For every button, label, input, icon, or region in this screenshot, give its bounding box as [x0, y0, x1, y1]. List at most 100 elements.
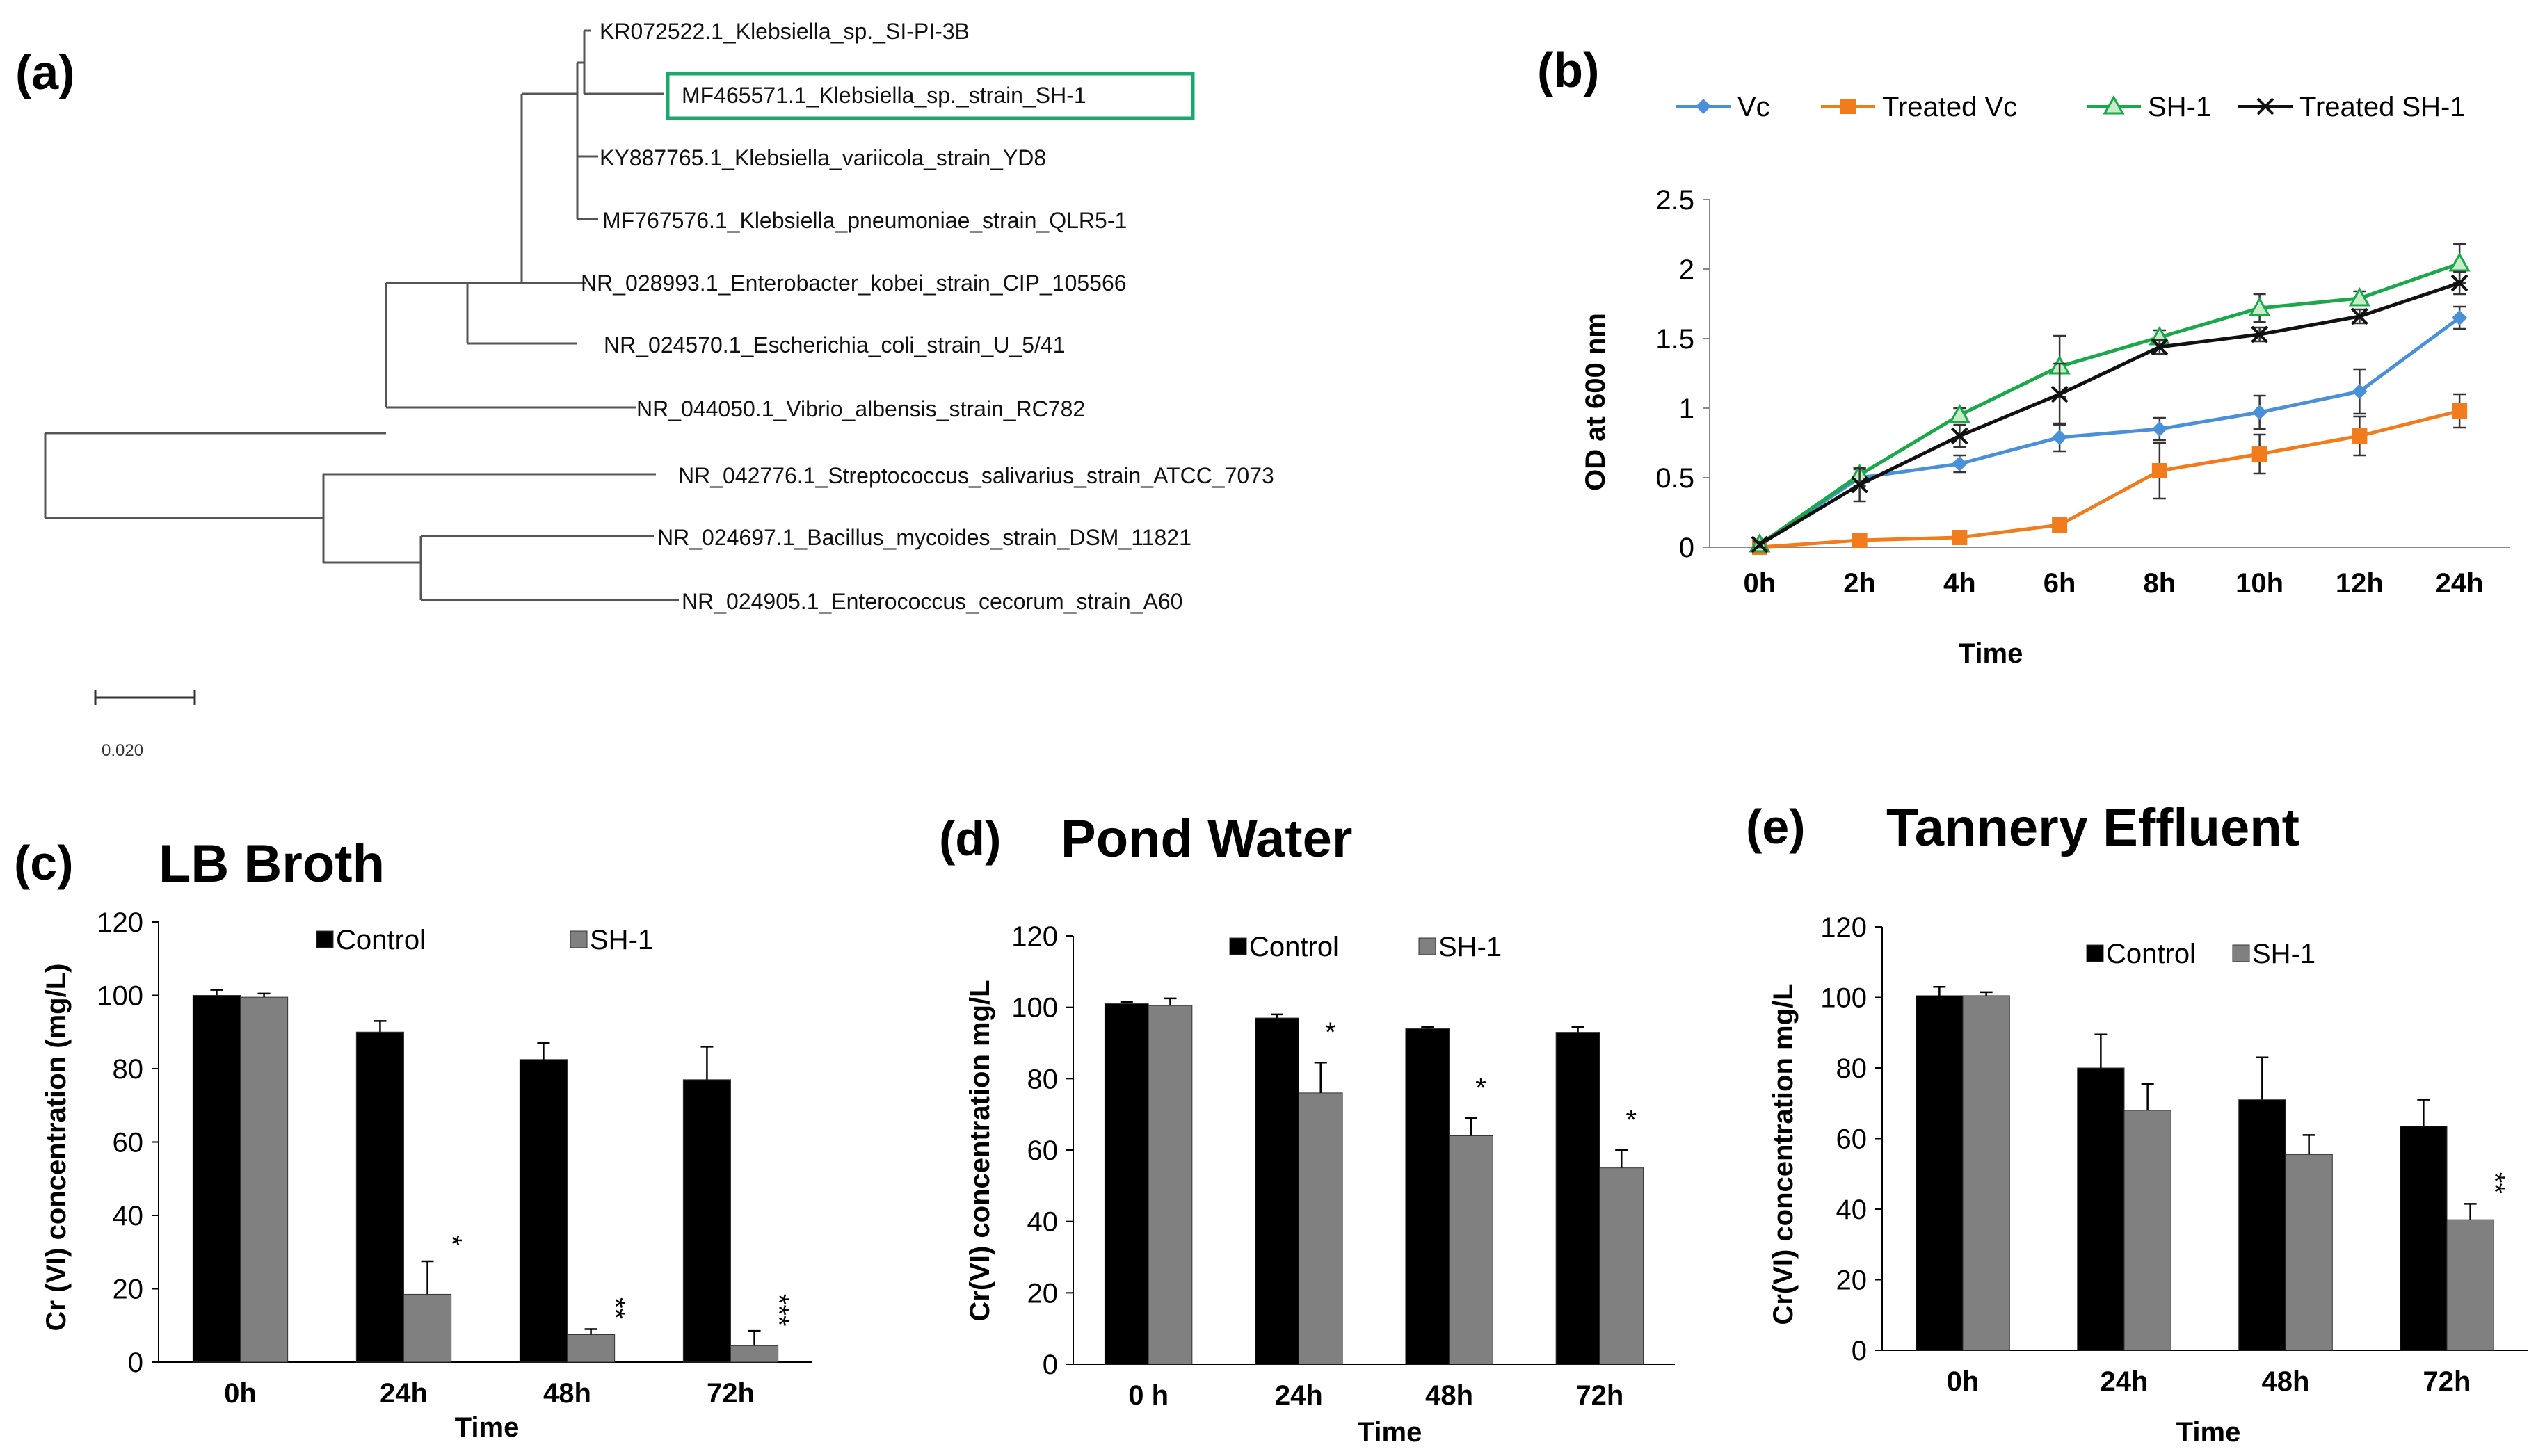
error-bar — [2094, 1033, 2108, 1068]
y-tick-label: 80 — [1027, 1064, 1059, 1094]
taxon-label: NR_024570.1_Escherichia_coli_strain_U_5/… — [604, 332, 1066, 357]
bar-sh-1 — [730, 1345, 779, 1363]
panel-label-b: (b) — [1537, 43, 1599, 97]
legend-label: Treated Vc — [1882, 92, 2017, 122]
x-tick-label: 24h — [1275, 1380, 1323, 1411]
chart-title: Tannery Effluent — [1886, 798, 2299, 857]
data-point — [2251, 405, 2267, 420]
bar-control — [519, 1059, 568, 1363]
legend-swatch — [2086, 944, 2104, 962]
y-tick-label: 100 — [1011, 993, 1058, 1024]
x-tick-label: 24h — [2101, 1366, 2149, 1397]
bar-control — [1255, 1017, 1299, 1365]
data-point — [2052, 430, 2068, 445]
significance-marker: *** — [764, 1294, 794, 1327]
y-tick-label: 60 — [1836, 1124, 1868, 1155]
series-treated-vc — [1751, 393, 2468, 555]
error-bar — [1421, 1026, 1434, 1029]
tree-branch — [577, 29, 664, 95]
y-tick-label: 80 — [113, 1054, 144, 1085]
x-tick-label: 2h — [1843, 568, 1876, 599]
bar-sh-1 — [2123, 1110, 2171, 1351]
y-axis-title: OD at 600 nm — [1580, 313, 1611, 491]
y-tick-label: 80 — [1836, 1053, 1868, 1084]
bar-sh-1 — [2285, 1154, 2333, 1351]
series-line — [1758, 281, 2460, 547]
legend-swatch — [570, 930, 588, 948]
x-axis-title: Time — [2176, 1417, 2241, 1448]
panel-e-tannery-effluent: (e) Tannery Effluent 0 20 40 60 80 100 120 0h 24… — [1746, 798, 2528, 1448]
taxon-label: KY887765.1_Klebsiella_variicola_strain_Y… — [600, 145, 1046, 170]
panel-label-c: (c) — [14, 836, 74, 890]
bar-control — [2400, 1126, 2448, 1351]
error-bar — [2141, 1083, 2154, 1110]
bar-control — [192, 995, 241, 1363]
y-tick-label: 60 — [1027, 1135, 1059, 1166]
data-point — [2251, 446, 2267, 462]
legend: Vc Treated Vc SH-1 Treated SH-1 — [1676, 92, 2466, 122]
scale-bar — [94, 690, 196, 705]
y-tick-label: 0 — [1043, 1350, 1058, 1380]
bar-sh-1 — [1298, 1092, 1343, 1365]
y-tick-label: 20 — [113, 1275, 144, 1305]
y-tick-label: 0 — [128, 1348, 143, 1378]
bar-control — [2077, 1067, 2125, 1351]
legend-label: SH-1 — [2148, 92, 2211, 122]
y-tick-label: 2 — [1679, 254, 1694, 285]
error-bar — [210, 989, 223, 996]
legend-label: SH-1 — [590, 925, 653, 955]
x-tick-label: 72h — [2423, 1366, 2471, 1397]
tree-branch — [467, 94, 586, 284]
legend-label: Treated SH-1 — [2299, 92, 2466, 122]
x-tick-label: 24h — [2436, 568, 2484, 599]
legend-marker — [2103, 95, 2125, 115]
tree-branch — [522, 63, 598, 220]
x-tick-label: 0h — [224, 1378, 257, 1409]
y-axis-title: Cr(VI) concentration mg/L — [965, 980, 995, 1321]
error-bar — [2302, 1134, 2315, 1155]
significance-marker: ** — [2480, 1172, 2510, 1194]
x-tick-label: 6h — [2044, 568, 2076, 599]
x-tick-label: 48h — [2262, 1366, 2310, 1397]
bar-chart: 0 20 40 60 80 100 120 0h 24h 48h 72h ** Control SH-1 — [1820, 912, 2528, 1397]
error-bar — [2417, 1099, 2430, 1126]
y-tick-label: 120 — [1820, 912, 1867, 943]
series-sh-1 — [1749, 243, 2471, 553]
x-tick-label: 4h — [1943, 568, 1976, 599]
significance-marker: * — [1475, 1073, 1486, 1103]
legend-label: Vc — [1737, 92, 1770, 122]
data-point — [1948, 403, 1970, 423]
data-point — [2050, 385, 2069, 403]
error-bar — [1615, 1149, 1628, 1168]
tree-branch — [385, 283, 636, 409]
error-bar — [2256, 1056, 2269, 1100]
x-tick-label: 24h — [380, 1378, 428, 1409]
legend-marker — [1696, 99, 1711, 114]
x-tick-label: 10h — [2235, 568, 2283, 599]
y-axis-title: Cr(VI) concentration mg/L — [1768, 983, 1799, 1325]
scale-bar-label: 0.020 — [102, 741, 143, 760]
data-point — [2352, 384, 2368, 399]
data-point — [2452, 403, 2468, 419]
bar-control — [682, 1079, 731, 1363]
error-bar — [1120, 1001, 1133, 1004]
error-bar — [1933, 986, 1946, 996]
panel-a-phylogenetic-tree: (a) KR072522.1_Klebsiella_sp._SI-PI-3B M… — [15, 19, 1274, 760]
error-bar — [257, 992, 271, 998]
panel-b-growth-curve: (b) Vc Treated Vc SH-1 Treated SH-1 0 0.5 1 1.… — [1537, 43, 2510, 669]
series-line — [1759, 409, 2460, 549]
panel-label-a: (a) — [15, 45, 75, 99]
x-tick-label: 48h — [1425, 1380, 1473, 1411]
y-tick-label: 40 — [1836, 1195, 1868, 1225]
data-point — [2350, 307, 2368, 325]
highlight-box — [666, 72, 1195, 120]
error-bar — [1980, 991, 1993, 996]
x-tick-label: 8h — [2144, 568, 2176, 599]
legend-swatch — [1418, 937, 1436, 955]
panel-c-lb-broth: (c) LB Broth 0 20 40 60 80 100 120 0h 24h * 48h ** 7… — [14, 834, 812, 1443]
error-bar — [421, 1260, 434, 1295]
bar-sh-1 — [1962, 995, 2010, 1351]
y-tick-label: 20 — [1836, 1265, 1868, 1296]
bar-control — [1405, 1028, 1450, 1365]
